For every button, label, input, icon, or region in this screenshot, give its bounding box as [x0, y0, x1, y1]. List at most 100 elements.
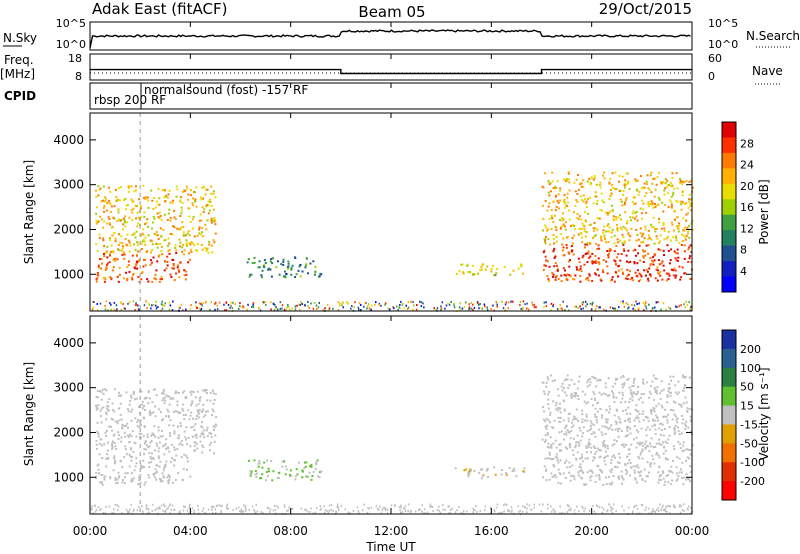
velocity-cell [125, 508, 128, 511]
velocity-cell [349, 512, 352, 515]
velocity-cell [635, 393, 637, 396]
power-cell [181, 246, 184, 249]
velocity-cell [253, 459, 256, 462]
power-cell [137, 250, 140, 253]
power-cell [603, 177, 606, 180]
velocity-cell [116, 478, 119, 481]
velocity-cell [657, 478, 660, 481]
velocity-cell [633, 425, 636, 428]
velocity-cell [591, 471, 594, 474]
velocity-cbar-tick: -50 [740, 437, 758, 450]
velocity-cell [201, 510, 204, 513]
power-cell [598, 306, 600, 309]
power-cell [179, 196, 182, 199]
velocity-cell [115, 448, 118, 450]
power-cell [550, 302, 553, 305]
power-cell [548, 183, 551, 186]
power-cell [645, 268, 648, 271]
power-cell [691, 186, 694, 189]
power-cell [547, 228, 550, 231]
power-cell [178, 306, 180, 309]
power-cell [187, 261, 190, 264]
velocity-cell [523, 470, 526, 473]
power-cell [637, 238, 640, 241]
power-cell [622, 248, 625, 250]
power-cell [676, 259, 679, 262]
power-cell [367, 305, 369, 308]
power-cell [667, 272, 670, 275]
power-cell [207, 212, 210, 215]
velocity-cell [559, 416, 562, 419]
velocity-cell [629, 389, 632, 392]
velocity-cell [618, 391, 621, 394]
velocity-cell [418, 508, 420, 511]
power-cell [282, 258, 285, 261]
velocity-cell [649, 428, 651, 431]
power-cell [563, 178, 565, 181]
power-cell [137, 304, 139, 307]
velocity-cell [378, 508, 380, 511]
velocity-cell [121, 466, 124, 469]
nsky-trace [89, 29, 691, 49]
power-cell [582, 200, 585, 203]
power-cell [480, 266, 483, 269]
power-cell [644, 195, 647, 198]
power-cell [591, 304, 593, 307]
velocity-cell [665, 506, 667, 509]
power-cell [663, 204, 666, 206]
power-cell [169, 219, 172, 222]
power-cell [630, 227, 633, 230]
velocity-cell [682, 503, 685, 506]
velocity-cell [584, 419, 586, 422]
velocity-cell [558, 443, 561, 446]
velocity-cell [610, 424, 613, 427]
velocity-cell [148, 508, 150, 511]
velocity-cell [461, 512, 464, 515]
velocity-cell [324, 509, 327, 512]
velocity-cell [404, 505, 406, 508]
velocity-cell [281, 460, 284, 463]
velocity-cell [109, 476, 112, 479]
power-cell [117, 198, 119, 201]
power-cell [147, 280, 150, 283]
velocity-cell [167, 395, 169, 398]
velocity-cell [604, 444, 606, 447]
velocity-cell [568, 444, 571, 447]
velocity-cell [294, 478, 297, 481]
power-cell [97, 264, 100, 267]
power-cell [668, 262, 671, 265]
power-cell [562, 218, 565, 221]
velocity-cell [235, 507, 238, 510]
velocity-cell [624, 420, 627, 422]
velocity-cell [643, 442, 646, 445]
power-cell [689, 255, 692, 258]
power-cell [552, 275, 554, 278]
velocity-cell [541, 438, 544, 441]
power-cell [494, 274, 497, 277]
power-cell [202, 302, 204, 305]
velocity-cell [669, 375, 672, 378]
power-cell [610, 236, 613, 239]
power-cell [440, 307, 443, 310]
power-cell [626, 268, 629, 271]
velocity-cell [571, 426, 574, 429]
power-cell [682, 217, 685, 220]
velocity-cell [547, 398, 550, 401]
velocity-cell [590, 433, 593, 435]
velocity-cell [297, 461, 300, 464]
power-cell [102, 185, 105, 188]
station-title: Adak East (fitACF) [92, 0, 227, 18]
power-cell [580, 232, 583, 235]
power-cell [192, 215, 195, 218]
power-cell [187, 207, 190, 210]
power-cell [592, 237, 594, 240]
power-cell [642, 256, 645, 259]
velocity-cell [107, 441, 109, 444]
power-cell [195, 186, 198, 189]
velocity-cell [611, 468, 614, 471]
velocity-cell [187, 409, 190, 412]
velocity-cell [296, 473, 299, 476]
velocity-cell [105, 430, 108, 432]
power-cell [113, 308, 115, 311]
velocity-cell [684, 428, 687, 430]
